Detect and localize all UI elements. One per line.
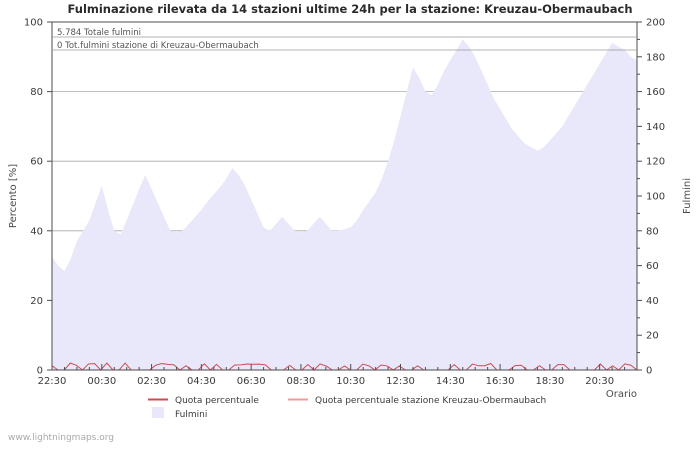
x-axis-tick-label: 22:30 [38, 376, 67, 387]
area-series-fulmini [52, 39, 637, 371]
y-axis-left-tick-label: 0 [37, 366, 43, 377]
y-axis-left-tick-label: 20 [30, 296, 43, 307]
x-axis-tick-label: 10:30 [336, 376, 365, 387]
legend-swatch [152, 407, 164, 418]
annotation-total-strikes: 5.784 Totale fulmini [57, 28, 141, 38]
footer-url: www.lightningmaps.org [8, 433, 114, 443]
x-axis-tick-label: 00:30 [87, 376, 116, 387]
y-axis-left-tick-label: 100 [24, 18, 43, 29]
page-title: Fulminazione rilevata da 14 stazioni ult… [67, 2, 633, 16]
y-axis-right-tick-label: 60 [646, 261, 659, 272]
x-axis: 22:30 00:30 02:30 04:30 06:30 08:30 10:30 12:30… [38, 364, 626, 387]
legend-label: Quota percentuale [175, 396, 259, 406]
legend-label: Fulmini [175, 410, 207, 420]
x-axis-tick-label: 06:30 [237, 376, 266, 387]
y-axis-right-tick-label: 200 [646, 18, 665, 29]
y-axis-left-tick-label: 80 [30, 87, 43, 98]
area-path-fulmini [52, 39, 637, 371]
x-axis-tick-label: 16:30 [486, 376, 515, 387]
y-axis-right-tick-label: 120 [646, 157, 665, 168]
x-axis-tick-label: 18:30 [535, 376, 564, 387]
x-axis-tick-label: 04:30 [187, 376, 216, 387]
y-axis-left-tick-label: 60 [30, 157, 43, 168]
y-axis-right-title: Fulmini [682, 178, 693, 214]
x-axis-tick-label: 20:30 [585, 376, 614, 387]
y-axis-right-tick-label: 160 [646, 87, 665, 98]
y-axis-left: 0 20 40 60 80 100 [24, 18, 52, 377]
chart-legend: Quota percentuale Quota percentuale stazi… [148, 396, 546, 420]
x-axis-tick-label: 14:30 [436, 376, 465, 387]
y-axis-right-tick-label: 40 [646, 296, 659, 307]
annotation-station-strikes: 0 Tot.fulmini stazione di Kreuzau-Oberma… [57, 41, 259, 51]
x-axis-title: Orario [606, 389, 637, 400]
y-axis-left-tick-label: 40 [30, 226, 43, 237]
y-axis-right: 0 20 40 60 80 100 120 140 160 180 200 [637, 18, 665, 377]
y-axis-right-tick-label: 0 [646, 366, 652, 377]
y-axis-right-tick-label: 20 [646, 331, 659, 342]
y-axis-right-tick-label: 180 [646, 52, 665, 63]
x-axis-tick-label: 12:30 [386, 376, 415, 387]
x-axis-tick-label: 08:30 [287, 376, 316, 387]
y-axis-right-tick-label: 100 [646, 192, 665, 203]
y-axis-right-tick-label: 80 [646, 226, 659, 237]
x-axis-tick-label: 02:30 [137, 376, 166, 387]
y-axis-left-title: Percento [%] [8, 164, 19, 228]
legend-label: Quota percentuale stazione Kreuzau-Oberm… [315, 396, 546, 406]
y-axis-right-tick-label: 140 [646, 122, 665, 133]
